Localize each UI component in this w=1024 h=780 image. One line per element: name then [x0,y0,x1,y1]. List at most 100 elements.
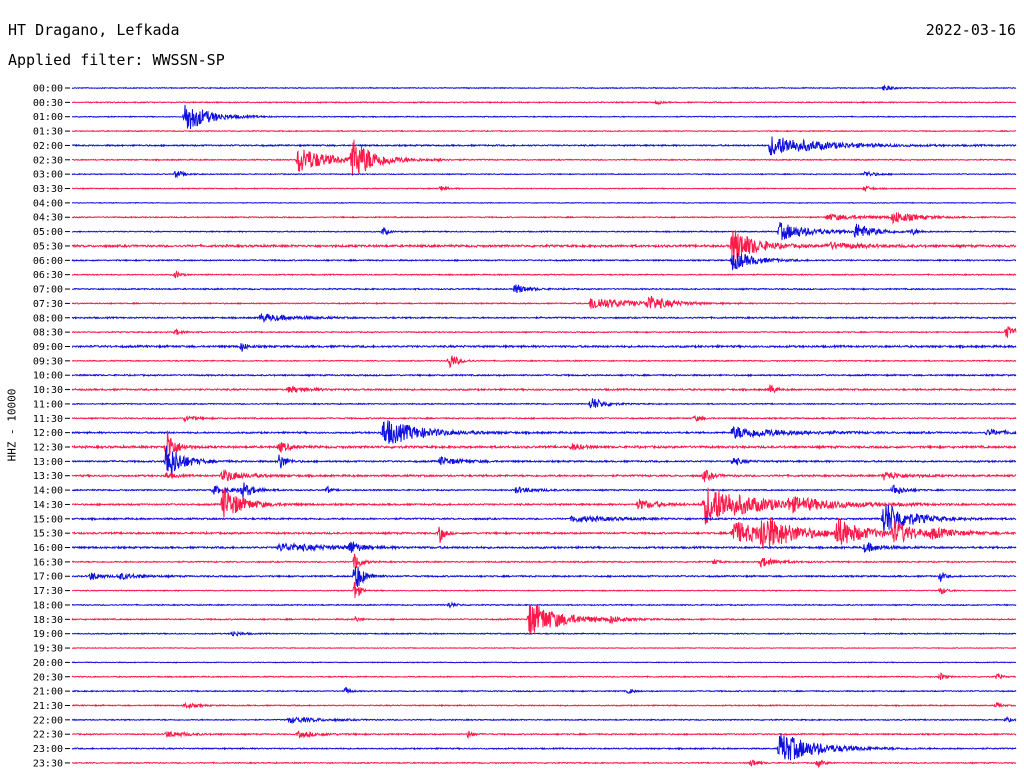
seismic-trace-1000 [71,373,1017,378]
seismic-trace-0100 [72,104,1017,130]
time-tick-label: 18:30 [33,615,63,626]
station-title: HT Dragano, Lefkada [8,21,180,39]
seismic-trace-1700 [71,566,1017,588]
time-tick-label: 02:30 [33,155,63,166]
seismic-trace-2000 [71,661,1017,664]
time-tick-label: 05:00 [33,227,63,238]
time-tick-label: 16:30 [33,557,63,568]
seismic-trace-0500 [71,222,1017,241]
time-tick-label: 01:00 [33,112,63,123]
seismic-trace-0200 [71,136,1017,156]
time-tick-label: 22:30 [33,730,63,741]
seismic-trace-1230 [71,430,1017,461]
time-tick-label: 15:00 [33,514,63,525]
seismic-trace-2130 [71,701,1017,710]
seismic-trace-0000 [71,84,1017,91]
time-tick-label: 12:30 [33,443,63,454]
seismic-trace-0230 [71,139,1016,176]
seismic-trace-1130 [71,414,1017,423]
seismic-trace-0730 [71,295,1017,310]
time-tick-label: 15:30 [33,529,63,540]
seismic-trace-2030 [71,672,1017,680]
time-tick-label: 21:00 [33,687,63,698]
seismic-trace-2330 [71,759,1016,768]
time-tick-label: 17:00 [33,572,63,583]
time-tick-label: 07:00 [33,285,63,296]
time-tick-label: 19:30 [33,644,63,655]
seismic-trace-0330 [72,185,1017,192]
time-tick-label: 23:00 [33,744,63,755]
seismic-trace-1500 [71,504,1017,533]
seismic-trace-1200 [71,420,1017,444]
time-tick-label: 07:30 [33,299,63,310]
time-tick-label: 12:00 [33,428,63,439]
seismic-trace-1030 [71,384,1017,394]
seismic-trace-0430 [71,211,1017,225]
time-tick-label: 20:00 [33,658,63,669]
record-date: 2022-03-16 [925,21,1016,39]
seismic-trace-0700 [71,284,1017,294]
seismic-trace-0130 [71,129,1017,133]
seismic-trace-1530 [71,517,1017,550]
time-tick-label: 08:30 [33,328,63,339]
time-tick-label: 14:00 [33,486,63,497]
time-tick-label: 13:00 [33,457,63,468]
time-tick-label: 02:00 [33,141,63,152]
time-tick-label: 03:30 [33,184,63,195]
time-tick-label: 06:00 [33,256,63,267]
seismic-trace-1100 [71,398,1017,409]
seismic-trace-1800 [71,601,1017,609]
time-tick-label: 10:30 [33,385,63,396]
time-tick-label: 03:00 [33,170,63,181]
time-tick-label: 10:00 [33,371,63,382]
time-tick-label: 16:00 [33,543,63,554]
time-tick-label: 09:30 [33,356,63,367]
seismic-trace-1730 [71,582,1017,599]
seismic-trace-2300 [71,733,1017,761]
time-tick-label: 01:30 [33,127,63,138]
time-tick-label: 19:00 [33,629,63,640]
seismic-trace-1930 [72,646,1017,650]
seismic-trace-2200 [71,716,1017,725]
time-tick-label: 22:00 [33,715,63,726]
time-tick-label: 17:30 [33,586,63,597]
filter-label: Applied filter: WWSSN-SP [8,51,225,69]
seismic-trace-2230 [71,730,1017,739]
time-tick-label: 14:30 [33,500,63,511]
seismic-trace-1400 [71,482,1017,499]
time-tick-label: 08:00 [33,313,63,324]
seismic-trace-0030 [71,99,1017,106]
time-tick-label: 00:00 [33,84,63,95]
time-tick-label: 00:30 [33,98,63,109]
time-tick-label: 06:30 [33,270,63,281]
seismic-trace-0830 [71,326,1017,338]
time-tick-label: 13:30 [33,471,63,482]
seismic-trace-0400 [71,201,1017,205]
seismic-trace-1330 [71,469,1017,482]
time-tick-label: 20:30 [33,672,63,683]
time-tick-label: 09:00 [33,342,63,353]
time-tick-label: 05:30 [33,241,63,252]
seismic-trace-0930 [71,355,1016,369]
seismic-trace-1430 [71,487,1017,525]
time-tick-label: 11:00 [33,399,63,410]
time-tick-label: 04:00 [33,198,63,209]
seismic-trace-1300 [71,445,1017,475]
seismic-trace-0530 [71,230,1017,260]
seismic-trace-0600 [71,253,1017,272]
seismic-trace-2100 [71,686,1017,695]
seismic-trace-1630 [71,553,1017,569]
seismic-trace-0800 [71,312,1017,324]
time-tick-label: 18:00 [33,600,63,611]
time-tick-label: 23:30 [33,758,63,769]
time-tick-label: 04:30 [33,213,63,224]
time-tick-label: 11:30 [33,414,63,425]
seismic-trace-0630 [71,270,1017,279]
seismic-trace-0300 [71,170,1017,179]
seismic-trace-1600 [71,541,1017,553]
time-tick-label: 21:30 [33,701,63,712]
seismic-trace-1830 [71,604,1017,635]
seismic-trace-0900 [71,343,1017,352]
seismic-trace-1900 [71,630,1017,637]
